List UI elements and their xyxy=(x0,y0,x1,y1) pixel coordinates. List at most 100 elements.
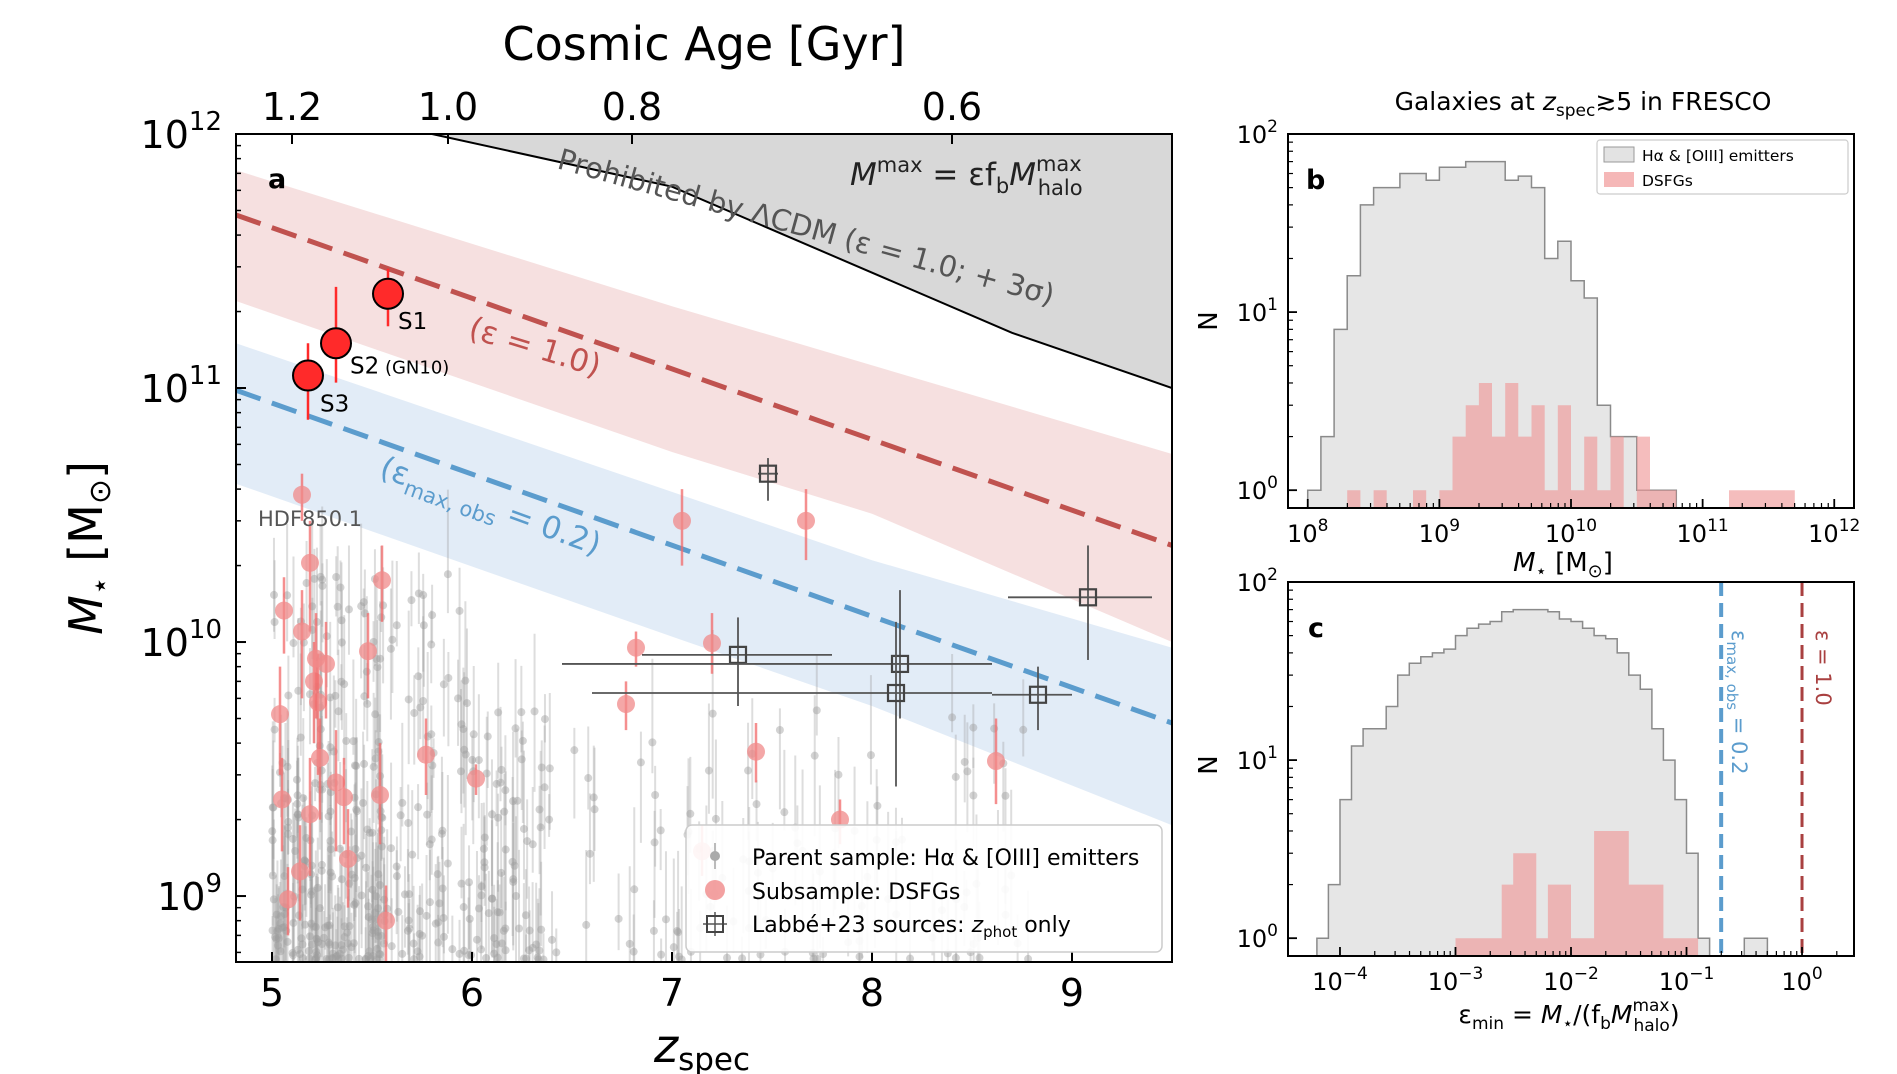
parent-point xyxy=(276,919,285,928)
parent-point xyxy=(525,926,534,935)
dsfg-point xyxy=(703,634,721,653)
parent-point xyxy=(969,723,978,732)
parent-point xyxy=(333,602,342,611)
parent-point xyxy=(630,885,639,894)
parent-point xyxy=(535,805,544,814)
parent-point xyxy=(394,907,403,916)
parent-point xyxy=(439,680,448,689)
parent-point xyxy=(497,868,506,877)
parent-point xyxy=(340,922,349,931)
parent-point xyxy=(375,950,384,959)
parent-point xyxy=(398,949,407,958)
parent-point xyxy=(415,907,424,916)
parent-point xyxy=(513,796,522,805)
y-tick-label: 100 xyxy=(1237,921,1278,953)
parent-point xyxy=(537,925,546,934)
parent-point xyxy=(333,951,342,960)
parent-point xyxy=(280,910,289,919)
parent-point xyxy=(307,887,316,896)
parent-point xyxy=(294,813,303,822)
parent-point xyxy=(301,920,310,929)
parent-point xyxy=(425,898,434,907)
parent-point xyxy=(360,692,369,701)
parent-point xyxy=(319,933,328,942)
parent-point xyxy=(496,778,505,787)
parent-point xyxy=(270,725,279,734)
parent-point xyxy=(398,798,407,807)
panel-a-y-ticks: 109 1010 1011 1012 xyxy=(141,107,246,954)
parent-point xyxy=(317,860,326,869)
panel-c-eps10-label: ε = 1.0 xyxy=(1811,630,1835,706)
parent-point xyxy=(744,766,753,775)
dsfg-point xyxy=(417,745,435,764)
parent-point xyxy=(300,856,309,865)
parent-point xyxy=(269,590,278,599)
dsfg-point xyxy=(377,911,395,930)
panel-a-legend: Parent sample: Hα & [OIII] emitters Subs… xyxy=(685,824,1163,953)
panel-a-x-ticks: 5 6 7 8 9 xyxy=(260,952,1084,1015)
dsfg-point xyxy=(301,805,319,824)
parent-point xyxy=(488,894,497,903)
parent-point xyxy=(752,800,761,809)
top-tick-label: 1.2 xyxy=(262,85,322,129)
parent-point xyxy=(350,874,359,883)
parent-point xyxy=(530,707,539,716)
parent-point xyxy=(310,574,319,583)
parent-point xyxy=(477,882,486,891)
parent-point xyxy=(497,765,506,774)
parent-point xyxy=(309,922,318,931)
parent-point xyxy=(377,932,386,941)
parent-point xyxy=(508,857,517,866)
parent-point xyxy=(271,955,280,962)
parent-point xyxy=(407,596,416,605)
panel-c-y-ticks: 100 101 102 xyxy=(1237,565,1297,953)
parent-point xyxy=(331,941,340,950)
parent-point xyxy=(333,903,342,912)
parent-point xyxy=(325,940,334,949)
parent-point xyxy=(866,751,875,760)
parent-point xyxy=(525,946,534,955)
parent-point xyxy=(651,791,660,800)
parent-point xyxy=(371,754,380,763)
parent-point xyxy=(311,923,320,932)
parent-point xyxy=(400,890,409,899)
parent-point xyxy=(340,680,349,689)
parent-point xyxy=(368,951,377,960)
parent-point xyxy=(376,654,385,663)
parent-point xyxy=(536,823,545,832)
parent-point xyxy=(326,845,335,854)
parent-point xyxy=(392,872,401,881)
parent-point xyxy=(284,691,293,700)
parent-point xyxy=(368,828,377,837)
labbe-point xyxy=(758,464,778,483)
parent-point xyxy=(392,862,401,871)
top-axis-label: Cosmic Age [Gyr] xyxy=(503,17,906,71)
dsfg-point xyxy=(373,571,391,590)
parent-point xyxy=(268,926,277,935)
parent-point xyxy=(539,955,548,962)
x-tick-label: 100 xyxy=(1781,964,1822,996)
parent-point xyxy=(460,745,469,754)
parent-point xyxy=(328,872,337,881)
parent-point xyxy=(294,810,303,819)
parent-point xyxy=(352,761,361,770)
dsfg-point xyxy=(335,788,353,807)
parent-point xyxy=(338,945,347,954)
parent-point xyxy=(305,932,314,941)
eps02-band xyxy=(236,343,1172,826)
dsfg-point xyxy=(339,849,357,868)
panel-b-y-label: N xyxy=(1194,311,1224,330)
parent-point xyxy=(311,779,320,788)
parent-point xyxy=(416,703,425,712)
parent-point xyxy=(322,955,331,962)
parent-point xyxy=(532,940,541,949)
labbe-point xyxy=(1028,685,1048,704)
parent-point xyxy=(312,947,321,956)
parent-point xyxy=(328,949,337,958)
source-point-s2 xyxy=(320,327,352,360)
top-tick-label: 1.0 xyxy=(418,85,478,129)
parent-point xyxy=(375,955,384,962)
parent-point xyxy=(404,695,413,704)
parent-point xyxy=(413,947,422,956)
